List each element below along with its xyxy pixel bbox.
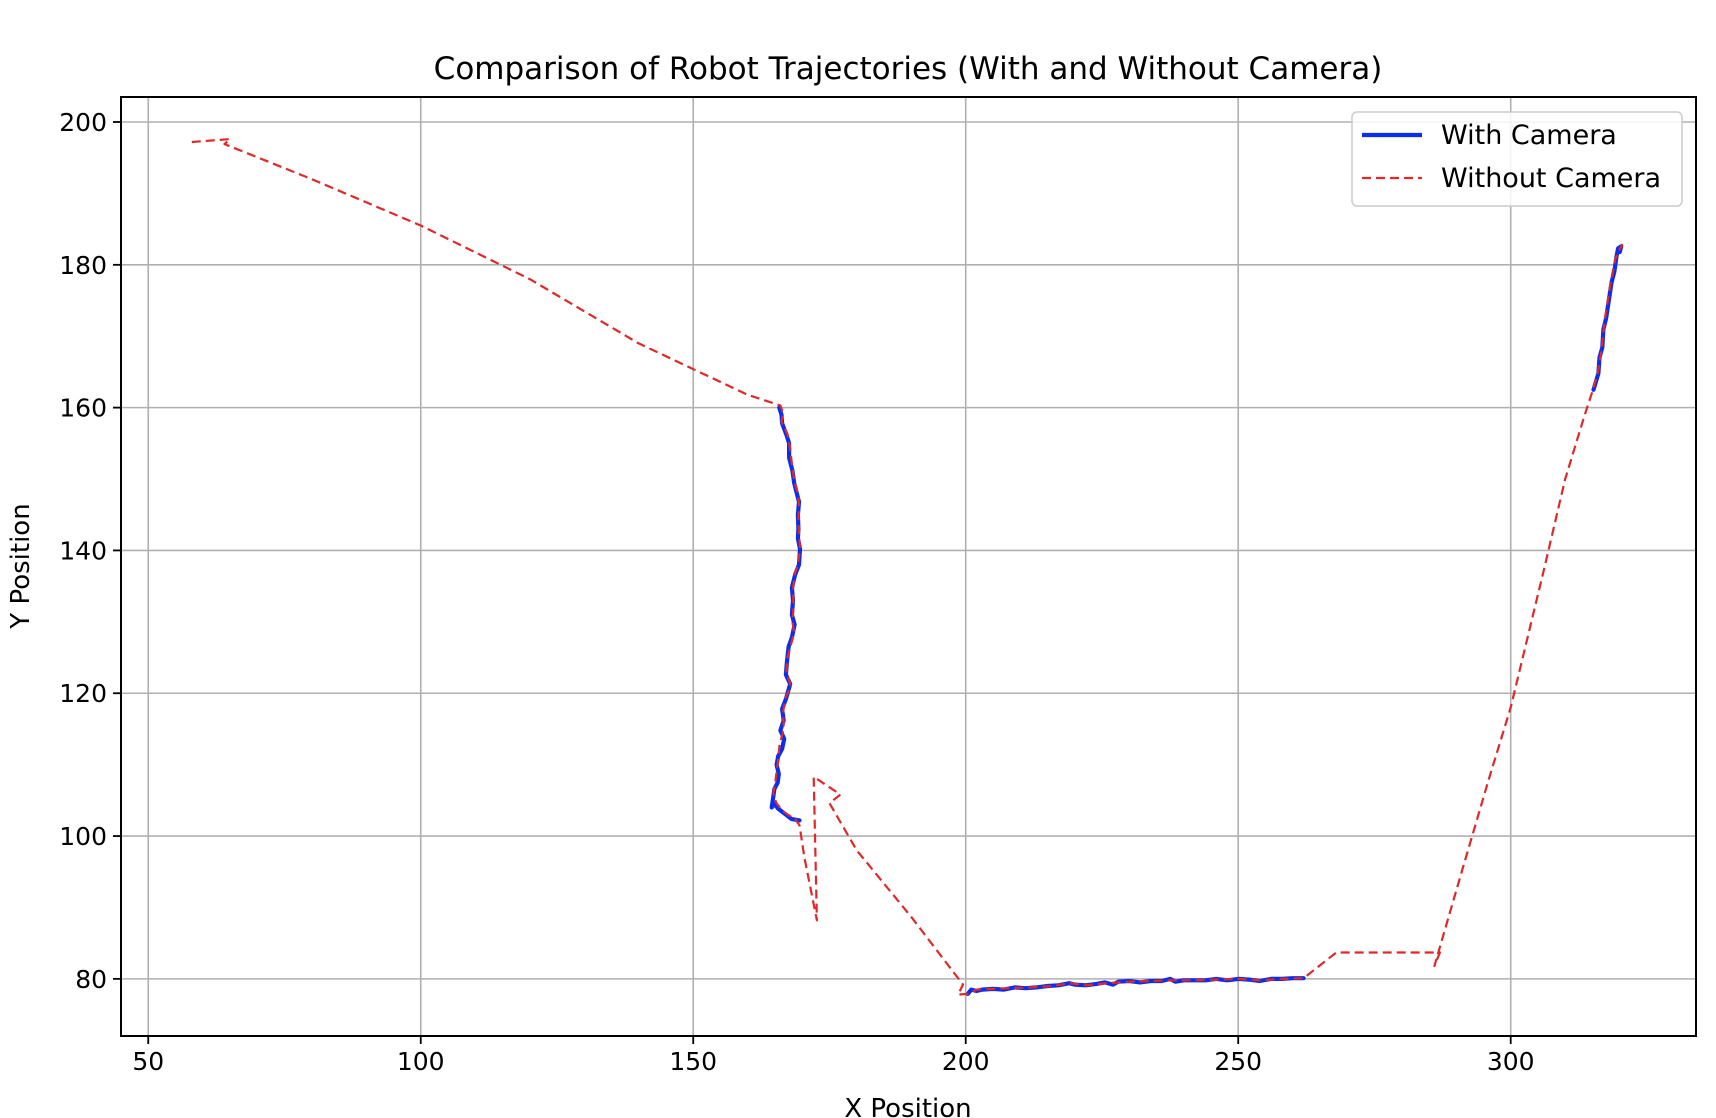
series-line-without-camera xyxy=(191,138,1624,996)
x-tick-label: 250 xyxy=(1214,1047,1262,1076)
y-tick-label: 160 xyxy=(59,394,107,423)
x-tick-label: 200 xyxy=(942,1047,990,1076)
x-tick-label: 300 xyxy=(1487,1047,1535,1076)
y-tick-label: 80 xyxy=(75,965,107,994)
plot-frame xyxy=(120,96,1697,1037)
x-axis-label: X Position xyxy=(844,1094,971,1118)
y-tick-label: 200 xyxy=(59,108,107,137)
x-tick-label: 100 xyxy=(397,1047,445,1076)
legend-box xyxy=(1351,111,1683,207)
chart-title: Comparison of Robot Trajectories (With a… xyxy=(434,51,1383,87)
y-tick-label: 100 xyxy=(59,822,107,851)
legend: With Camera Without Camera xyxy=(1351,111,1683,207)
legend-label-with-camera: With Camera xyxy=(1441,120,1617,151)
y-tick-label: 120 xyxy=(59,679,107,708)
grid xyxy=(121,97,1696,1036)
y-tick-label: 140 xyxy=(59,536,107,565)
y-tick-label: 180 xyxy=(59,251,107,280)
legend-label-without-camera: Without Camera xyxy=(1441,163,1661,194)
series-layer xyxy=(191,138,1624,997)
y-axis-label: Y Position xyxy=(6,503,36,629)
axis-ticks: 50 100 150 200 250 300 80 100 120 140 160 180 200 xyxy=(59,108,1534,1076)
x-tick-label: 50 xyxy=(132,1047,164,1076)
x-tick-label: 150 xyxy=(669,1047,717,1076)
